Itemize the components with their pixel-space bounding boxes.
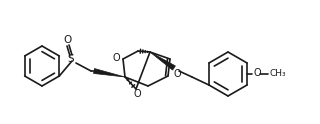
Text: S: S <box>67 53 74 63</box>
Text: O: O <box>112 53 120 63</box>
Text: O: O <box>133 89 141 99</box>
Text: O: O <box>254 68 262 78</box>
Polygon shape <box>93 69 125 77</box>
Text: CH₃: CH₃ <box>270 68 287 78</box>
Text: O: O <box>64 35 72 45</box>
Polygon shape <box>150 52 175 70</box>
Text: O: O <box>173 69 181 79</box>
